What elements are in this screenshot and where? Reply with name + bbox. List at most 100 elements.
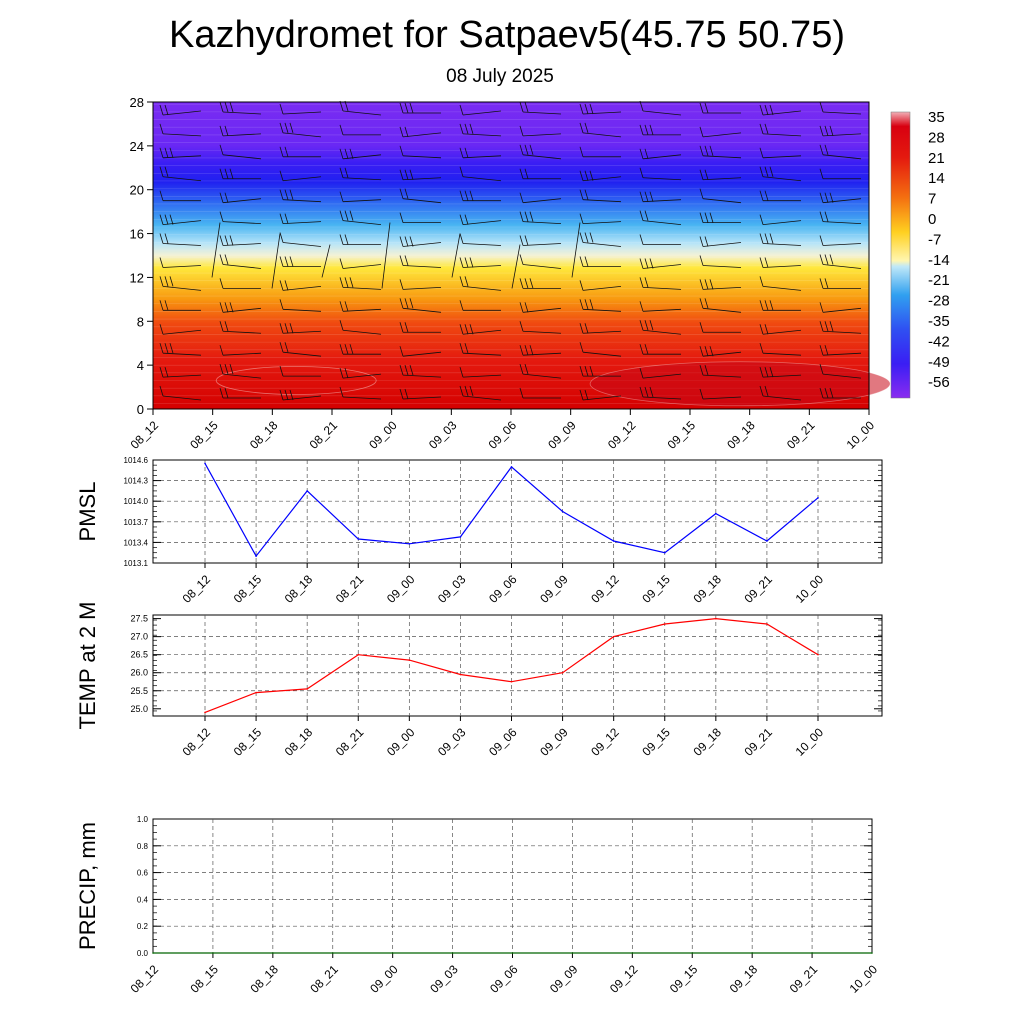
wind-barb bbox=[219, 168, 261, 180]
data-point bbox=[391, 952, 394, 954]
x-tick-label: 09_00 bbox=[366, 418, 400, 452]
wind-barb bbox=[819, 211, 862, 225]
x-tick-label: 09_12 bbox=[588, 725, 622, 759]
colorbar-labels: 35 28 21 14 7 0 -7 -14 -21 -28 -35 -42 -49 -56 bbox=[928, 109, 950, 391]
x-tick-label: 09_12 bbox=[588, 572, 622, 606]
wind-barb bbox=[759, 257, 802, 268]
wind-barb bbox=[279, 232, 322, 247]
x-tick-label: 09_09 bbox=[537, 572, 571, 606]
y-tick-label: 1.0 bbox=[137, 815, 149, 824]
x-tick-label: 08_21 bbox=[333, 725, 367, 759]
wind-barb bbox=[579, 103, 622, 115]
wind-barb bbox=[459, 257, 502, 268]
wind-barb bbox=[159, 385, 202, 401]
wind-barb bbox=[579, 232, 622, 247]
wind-barb bbox=[759, 343, 802, 356]
wind-barb bbox=[321, 244, 331, 278]
wind-barb bbox=[639, 386, 682, 400]
wind-barb bbox=[819, 144, 862, 160]
data-point bbox=[459, 673, 462, 676]
wind-barb bbox=[519, 144, 562, 160]
wind-barb bbox=[579, 280, 622, 291]
data-point bbox=[306, 490, 308, 492]
wind-barb bbox=[459, 276, 502, 291]
data-point bbox=[272, 952, 274, 954]
wind-barb bbox=[279, 365, 321, 377]
wind-barb bbox=[399, 145, 442, 159]
wind-barb bbox=[639, 191, 682, 203]
wind-barb bbox=[279, 189, 322, 203]
wind-barb bbox=[339, 148, 382, 160]
wind-barb bbox=[399, 279, 442, 290]
x-tick-label: 09_21 bbox=[784, 418, 818, 452]
x-tick-label: 09_18 bbox=[724, 418, 758, 452]
colorbar-label: 14 bbox=[928, 170, 945, 187]
data-point bbox=[152, 952, 154, 954]
y-tick-label: 1013.7 bbox=[124, 518, 149, 527]
wind-barb bbox=[399, 102, 441, 114]
wind-barb bbox=[819, 192, 862, 204]
wind-barb bbox=[399, 188, 442, 204]
wind-barb bbox=[339, 210, 382, 226]
data-point bbox=[631, 952, 634, 954]
wind-barb bbox=[579, 299, 622, 312]
x-tick-label: 09_12 bbox=[605, 418, 639, 452]
colorbar-label: -14 bbox=[928, 252, 950, 269]
wind-barb bbox=[339, 301, 382, 312]
wind-barb bbox=[759, 276, 802, 291]
wind-barb bbox=[399, 364, 442, 378]
data-point bbox=[408, 542, 411, 545]
wind-barb bbox=[399, 169, 442, 181]
wind-barb bbox=[159, 123, 202, 137]
x-tick-label: 09_15 bbox=[667, 962, 701, 996]
x-tick-label: 08_12 bbox=[180, 725, 214, 759]
wind-barb bbox=[219, 235, 262, 246]
x-tick-label: 08_18 bbox=[282, 572, 316, 606]
y-tick-label: 0 bbox=[137, 402, 144, 417]
y-tick-label: 0.8 bbox=[137, 842, 149, 851]
x-tick-label: 08_18 bbox=[282, 725, 316, 759]
y-tick-label: 0.4 bbox=[137, 895, 149, 904]
wind-barb bbox=[579, 365, 621, 377]
wind-barb bbox=[579, 170, 622, 182]
wind-barb bbox=[519, 363, 562, 379]
wind-barb bbox=[759, 123, 802, 137]
y-tick-label: 0.2 bbox=[137, 922, 149, 931]
wind-barb bbox=[219, 302, 262, 313]
wind-barb bbox=[519, 168, 561, 180]
x-tick-label: 09_06 bbox=[486, 572, 520, 606]
wind-barb bbox=[399, 346, 442, 357]
wind-barb bbox=[699, 388, 742, 400]
wind-barb bbox=[279, 103, 322, 115]
y-tick-label: 26.0 bbox=[130, 668, 148, 678]
precip-panel: 0.0 0.2 0.4 0.6 0.8 1.0 08_12 08_15 08_18 08_21 09… bbox=[75, 815, 880, 996]
wind-barb bbox=[339, 344, 381, 355]
wind-barb bbox=[759, 166, 802, 182]
wind-barb bbox=[279, 342, 322, 357]
heatmap-field bbox=[153, 102, 869, 409]
wind-barb bbox=[399, 322, 441, 333]
y-tick-label: 24 bbox=[130, 139, 144, 154]
data-point bbox=[306, 688, 308, 690]
x-tick-label: 08_21 bbox=[333, 572, 367, 606]
wind-barb bbox=[639, 301, 682, 312]
data-point bbox=[510, 680, 513, 683]
wind-barb bbox=[339, 100, 382, 116]
wind-barb bbox=[699, 364, 742, 378]
wind-barb bbox=[759, 190, 801, 202]
y-tick-label: 0.0 bbox=[137, 949, 149, 958]
data-point bbox=[871, 952, 873, 954]
wind-barb bbox=[579, 256, 621, 267]
data-point bbox=[715, 512, 717, 515]
x-tick-label: 08_21 bbox=[307, 418, 341, 452]
data-point bbox=[561, 671, 564, 674]
wind-barb bbox=[159, 104, 202, 116]
wind-barb bbox=[699, 212, 741, 224]
colorbar-label: 0 bbox=[928, 211, 936, 228]
x-tick-label: 09_06 bbox=[486, 725, 520, 759]
chart-title: Kazhydromet for Satpaev5(45.75 50.75) bbox=[169, 14, 845, 56]
wind-barb bbox=[159, 366, 202, 378]
wind-barb bbox=[159, 276, 202, 291]
wind-barb bbox=[519, 211, 562, 225]
wind-barb bbox=[279, 256, 321, 267]
